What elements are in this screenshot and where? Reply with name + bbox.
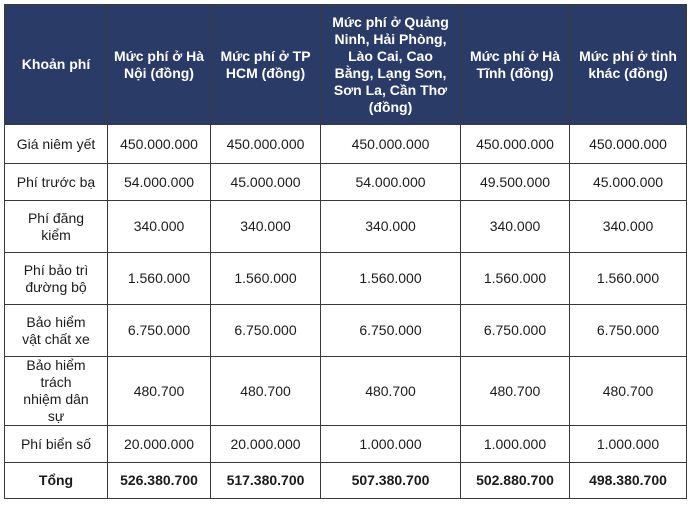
header-other-provinces: Mức phí ở tỉnh khác (đồng) [569,4,687,125]
table-row: Phí đăng kiểm 340.000 340.000 340.000 34… [4,200,687,253]
cell: 480.700 [569,356,687,426]
cell: 480.700 [210,356,321,426]
cell: 1.560.000 [107,252,211,305]
cell: 1.560.000 [460,252,570,305]
total-cell: 502.880.700 [460,462,570,499]
cell: 450.000.000 [210,124,321,164]
row-label: Bảo hiểm trách nhiệm dân sự [4,356,108,426]
row-label: Giá niêm yết [4,124,108,164]
total-row: Tổng 526.380.700 517.380.700 507.380.700… [4,462,687,499]
header-group-provinces: Mức phí ở Quảng Ninh, Hải Phòng, Lào Cai… [320,4,461,125]
cell: 45.000.000 [210,163,321,201]
cell: 54.000.000 [320,163,461,201]
total-cell: 498.380.700 [569,462,687,499]
cell: 480.700 [460,356,570,426]
cell: 480.700 [320,356,461,426]
header-hanoi: Mức phí ở Hà Nội (đồng) [107,4,211,125]
cell: 6.750.000 [107,304,211,357]
table-row: Phí bảo trì đường bộ 1.560.000 1.560.000… [4,252,687,305]
cell: 340.000 [320,200,461,253]
row-label: Phí trước bạ [4,163,108,201]
header-hcm: Mức phí ở TP HCM (đồng) [210,4,321,125]
cell: 1.560.000 [210,252,321,305]
total-cell: 526.380.700 [107,462,211,499]
cell: 54.000.000 [107,163,211,201]
cell: 340.000 [107,200,211,253]
header-ha-tinh: Mức phí ở Hà Tĩnh (đồng) [460,4,570,125]
cell: 20.000.000 [107,425,211,463]
cell: 6.750.000 [320,304,461,357]
cell: 450.000.000 [460,124,570,164]
cell: 1.560.000 [569,252,687,305]
row-label: Phí biển số [4,425,108,463]
fee-table: Khoản phí Mức phí ở Hà Nội (đồng) Mức ph… [4,4,687,499]
cell: 450.000.000 [107,124,211,164]
cell: 1.000.000 [569,425,687,463]
cell: 450.000.000 [569,124,687,164]
cell: 450.000.000 [320,124,461,164]
table-row: Bảo hiểm trách nhiệm dân sự 480.700 480.… [4,356,687,426]
row-label: Phí bảo trì đường bộ [4,252,108,305]
row-label: Phí đăng kiểm [4,200,108,253]
table-row: Phí trước bạ 54.000.000 45.000.000 54.00… [4,163,687,201]
total-label: Tổng [4,462,108,499]
cell: 1.000.000 [320,425,461,463]
header-row: Khoản phí Mức phí ở Hà Nội (đồng) Mức ph… [4,4,687,125]
table-row: Phí biển số 20.000.000 20.000.000 1.000.… [4,425,687,463]
cell: 6.750.000 [460,304,570,357]
cell: 340.000 [210,200,321,253]
cell: 480.700 [107,356,211,426]
cell: 340.000 [460,200,570,253]
cell: 1.560.000 [320,252,461,305]
cell: 1.000.000 [460,425,570,463]
table-row: Giá niêm yết 450.000.000 450.000.000 450… [4,124,687,164]
row-label: Bảo hiểm vật chất xe [4,304,108,357]
cell: 340.000 [569,200,687,253]
table-row: Bảo hiểm vật chất xe 6.750.000 6.750.000… [4,304,687,357]
total-cell: 507.380.700 [320,462,461,499]
cell: 20.000.000 [210,425,321,463]
header-fee-type: Khoản phí [4,4,108,125]
cell: 49.500.000 [460,163,570,201]
cell: 6.750.000 [569,304,687,357]
cell: 6.750.000 [210,304,321,357]
total-cell: 517.380.700 [210,462,321,499]
cell: 45.000.000 [569,163,687,201]
